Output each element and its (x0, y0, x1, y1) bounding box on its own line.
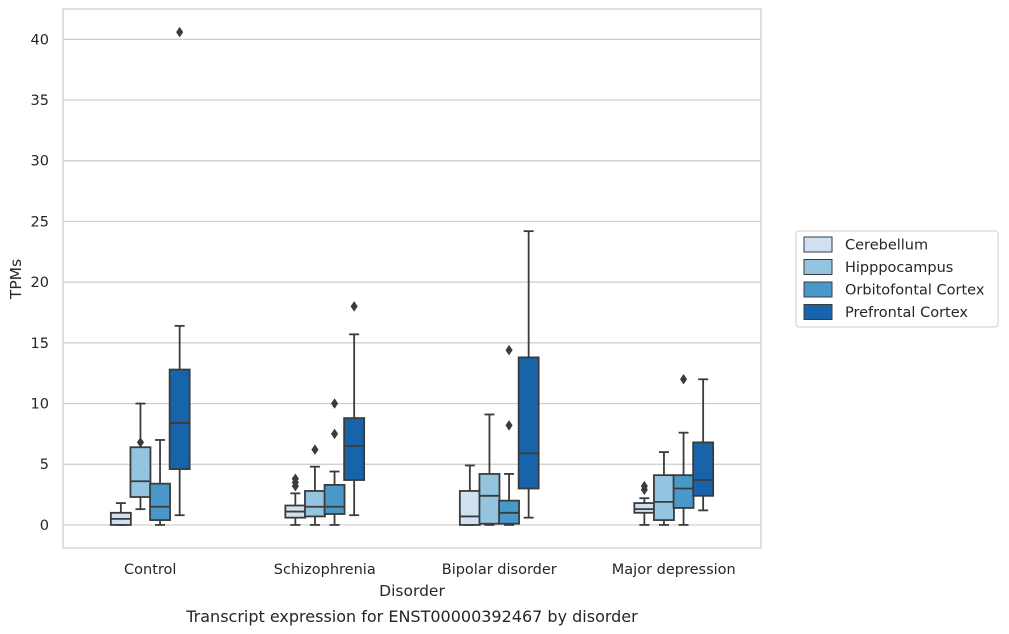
box-orbitofontal-cortex (498, 344, 520, 526)
y-tick-label: 30 (31, 154, 49, 170)
box-cerebellum (633, 480, 656, 526)
y-tick-label: 25 (31, 214, 49, 230)
box-body (343, 417, 366, 481)
box-body (633, 502, 656, 514)
box-prefrontal-cortex (168, 26, 191, 517)
outlier-point (505, 344, 513, 356)
outlier-point (330, 428, 339, 440)
y-tick-label: 15 (31, 336, 49, 352)
x-tick-label: Bipolar disorder (442, 562, 557, 578)
outlier-point (640, 480, 648, 492)
box-prefrontal-cortex (343, 301, 366, 517)
outlier-point (291, 473, 299, 485)
y-tick-label: 40 (31, 32, 49, 48)
y-tick-label: 35 (31, 93, 49, 109)
box-body (478, 473, 501, 525)
box-hipppocampus (653, 451, 675, 526)
y-tick-label: 20 (31, 275, 49, 291)
box-body (672, 474, 695, 509)
legend-label: Hipppocampus (845, 260, 953, 276)
outlier-point (176, 26, 184, 38)
legend-swatch (803, 236, 833, 253)
box-body (458, 490, 481, 526)
box-body (304, 490, 326, 518)
box-body (168, 368, 191, 470)
x-tick-labels: Control Schizophrenia Bipolar disorder Majo… (124, 562, 736, 578)
box-body (653, 474, 675, 521)
box-cerebellum (109, 502, 132, 526)
outlier-point (505, 420, 513, 431)
y-axis-title: TPMs (7, 259, 25, 300)
box-orbitofontal-cortex (323, 398, 346, 526)
legend: Cerebellum Hipppocampus Orbitofontal Corte… (795, 230, 999, 328)
legend-frame (795, 230, 999, 328)
box-body (149, 482, 171, 521)
y-tick-label: 0 (40, 518, 49, 534)
legend-label: Orbitofontal Cortex (845, 283, 985, 299)
chart-caption: Transcript expression for ENST0000039246… (185, 607, 638, 626)
legend-swatch (803, 304, 833, 320)
y-tick-label: 10 (31, 397, 49, 413)
boxes (109, 26, 715, 526)
box-body (323, 483, 346, 515)
grid-lines (63, 38, 761, 526)
box-orbitofontal-cortex (149, 439, 171, 526)
y-tick-labels: 0 5 10 15 20 25 30 35 40 (31, 32, 49, 534)
box-prefrontal-cortex (517, 230, 540, 519)
box-body (692, 441, 715, 497)
x-axis-title: Disorder (379, 582, 445, 600)
legend-swatch (803, 259, 833, 275)
outlier-point (330, 398, 339, 409)
plot-area-frame (62, 8, 762, 549)
box-cerebellum (284, 473, 307, 526)
legend-label: Prefrontal Cortex (845, 305, 968, 321)
box-prefrontal-cortex (692, 378, 715, 512)
outlier-point (311, 444, 319, 455)
y-tick-label: 5 (40, 457, 49, 473)
box-hipppocampus (478, 413, 501, 526)
outlier-point (136, 437, 145, 448)
box-orbitofontal-cortex (672, 374, 695, 526)
box-body (129, 446, 152, 498)
legend-swatch (803, 281, 833, 298)
outlier-point (679, 374, 688, 385)
outlier-point (350, 301, 358, 312)
box-hipppocampus (304, 444, 326, 526)
x-tick-label: Schizophrenia (274, 562, 376, 578)
x-tick-label: Control (124, 562, 176, 578)
box-hipppocampus (129, 402, 152, 511)
box-body (517, 356, 540, 490)
legend-label: Cerebellum (845, 238, 928, 254)
x-tick-label: Major depression (612, 562, 736, 578)
box-cerebellum (458, 464, 481, 526)
